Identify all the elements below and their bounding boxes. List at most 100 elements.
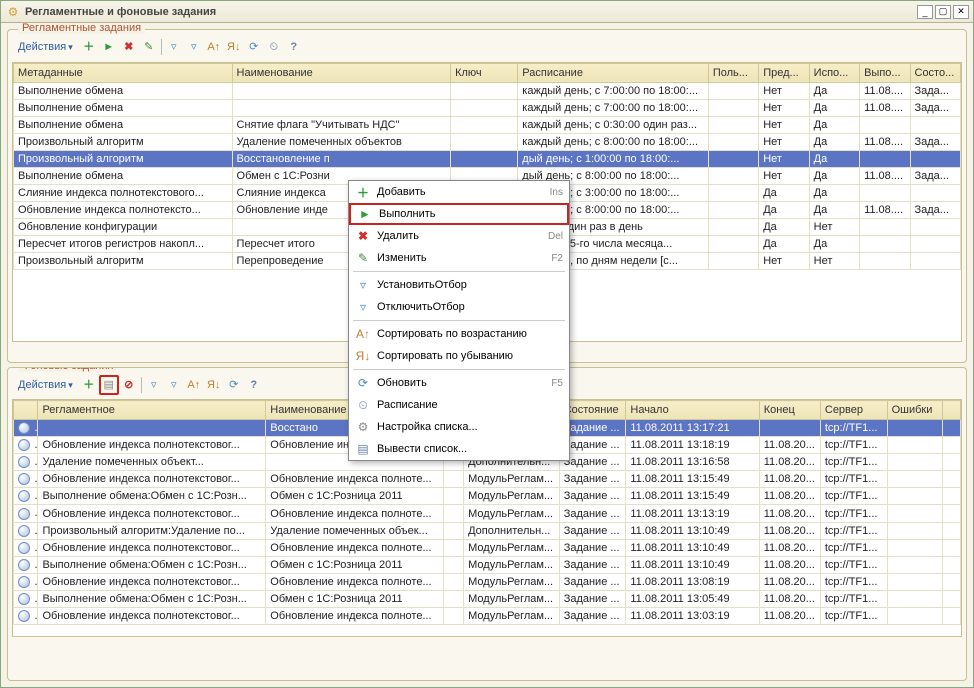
sort-desc-button-icon: Я↓ — [227, 41, 240, 53]
menu-icon: ⚙ — [353, 420, 373, 434]
menu-item[interactable]: ▿УстановитьОтбор — [349, 274, 569, 296]
window-icon: ⚙ — [5, 4, 21, 20]
add-button-icon: ＋ — [83, 376, 94, 392]
page-button[interactable]: ▤ — [99, 375, 119, 395]
table-row[interactable]: Выполнение обмена:Обмен с 1С:Розн...Обме… — [14, 556, 961, 573]
menu-item[interactable]: ✎ИзменитьF2 — [349, 247, 569, 269]
col-header[interactable]: Расписание — [518, 63, 709, 82]
menu-item[interactable]: ▿ОтключитьОтбор — [349, 296, 569, 318]
menu-icon: ► — [355, 207, 375, 221]
col-header[interactable]: Выпо... — [860, 63, 910, 82]
filter-off-button-icon: ▿ — [191, 40, 197, 53]
close-button[interactable]: ✕ — [953, 5, 969, 19]
col-header[interactable]: Наименование — [232, 63, 451, 82]
sort-asc-button[interactable]: A↑ — [184, 375, 204, 395]
refresh-button[interactable]: ⟳ — [224, 375, 244, 395]
table-row[interactable]: Выполнение обменакаждый день; с 7:00:00 … — [14, 82, 961, 99]
menu-item[interactable]: ＋ДобавитьIns — [349, 181, 569, 203]
menu-item[interactable]: A↑Сортировать по возрастанию — [349, 323, 569, 345]
table-row[interactable]: Обновление индекса полнотекстовог...Обно… — [14, 505, 961, 522]
sort-desc-button[interactable]: Я↓ — [224, 37, 244, 57]
menu-item[interactable]: ►Выполнить — [349, 203, 569, 225]
menu-icon: ⟳ — [353, 376, 373, 390]
col-header[interactable]: Испо... — [809, 63, 859, 82]
schedule-button-icon: ⏲ — [269, 41, 278, 54]
minimize-button[interactable]: _ — [917, 5, 933, 19]
table-row[interactable]: Обновление индекса полнотекстовог...Обно… — [14, 573, 961, 590]
menu-icon: ▿ — [353, 300, 373, 314]
col-header[interactable]: Метаданные — [14, 63, 233, 82]
edit-button[interactable]: ✎ — [139, 37, 159, 57]
delete-button[interactable]: ⊘ — [119, 375, 139, 395]
sort-desc-button[interactable]: Я↓ — [204, 375, 224, 395]
filter-off-button[interactable]: ▿ — [184, 37, 204, 57]
filter-set-button[interactable]: ▿ — [164, 37, 184, 57]
globe-icon — [18, 422, 30, 434]
refresh-button[interactable]: ⟳ — [244, 37, 264, 57]
help-button[interactable]: ? — [284, 37, 304, 57]
table-row[interactable]: Произвольный алгоритмВосстановление пдый… — [14, 150, 961, 167]
table-row[interactable]: Обновление индекса полнотекстовог...Обно… — [14, 608, 961, 625]
run-button[interactable]: ► — [99, 37, 119, 57]
col-header[interactable]: Пред... — [759, 63, 809, 82]
sort-asc-button[interactable]: A↑ — [204, 37, 224, 57]
globe-icon — [18, 525, 30, 537]
sort-asc-button-icon: A↑ — [207, 41, 220, 53]
add-button[interactable]: ＋ — [79, 374, 99, 394]
menu-item[interactable]: ⏲Расписание — [349, 394, 569, 416]
table-row[interactable]: Выполнение обмена:Обмен с 1С:Розн...Обме… — [14, 590, 961, 607]
group-legend-bot: Фоновые задания — [18, 367, 117, 372]
col-header[interactable]: Ошибки — [887, 401, 943, 420]
refresh-button-icon: ⟳ — [229, 378, 238, 391]
table-row[interactable]: Выполнение обменакаждый день; с 7:00:00 … — [14, 99, 961, 116]
run-button-icon: ► — [103, 41, 114, 53]
menu-icon: ＋ — [353, 184, 373, 201]
menu-label: Удалить — [373, 230, 548, 242]
filter-off-button[interactable]: ▿ — [164, 375, 184, 395]
col-header[interactable]: Состо... — [910, 63, 961, 82]
menu-item[interactable]: Я↓Сортировать по убыванию — [349, 345, 569, 367]
actions-menu-top[interactable]: Действия — [14, 41, 77, 53]
menu-label: Выполнить — [375, 208, 561, 220]
globe-icon — [18, 542, 30, 554]
menu-item[interactable]: ⚙Настройка списка... — [349, 416, 569, 438]
menu-item[interactable]: ▤Вывести список... — [349, 438, 569, 460]
table-row[interactable]: Выполнение обменаСнятие флага "Учитывать… — [14, 116, 961, 133]
filter-set-button-icon: ▿ — [151, 378, 157, 391]
col-header[interactable]: Сервер — [820, 401, 887, 420]
col-header[interactable]: Ключ — [451, 63, 518, 82]
table-row[interactable]: Обновление индекса полнотекстовог...Обно… — [14, 471, 961, 488]
context-menu[interactable]: ＋ДобавитьIns►Выполнить✖УдалитьDel✎Измени… — [348, 180, 570, 461]
group-legend-top: Регламентные задания — [18, 23, 145, 34]
maximize-button[interactable]: ▢ — [935, 5, 951, 19]
filter-off-button-icon: ▿ — [171, 378, 177, 391]
col-header[interactable]: Начало — [626, 401, 759, 420]
table-row[interactable]: Обновление индекса полнотекстовог...Обно… — [14, 539, 961, 556]
col-header[interactable] — [943, 401, 961, 420]
col-header[interactable]: Регламентное — [38, 401, 266, 420]
menu-label: Вывести список... — [373, 443, 563, 455]
menu-item[interactable]: ⟳ОбновитьF5 — [349, 372, 569, 394]
table-row[interactable]: Произвольный алгоритм:Удаление по...Удал… — [14, 522, 961, 539]
help-button-icon: ? — [250, 379, 257, 391]
menu-label: Добавить — [373, 186, 550, 198]
delete-button[interactable]: ✖ — [119, 37, 139, 57]
col-header[interactable]: Конец — [759, 401, 820, 420]
globe-icon — [18, 456, 30, 468]
col-header[interactable]: Поль... — [708, 63, 758, 82]
refresh-button-icon: ⟳ — [249, 40, 258, 53]
add-button[interactable]: ＋ — [79, 36, 99, 56]
globe-icon — [18, 473, 30, 485]
globe-icon — [18, 490, 30, 502]
menu-label: УстановитьОтбор — [373, 279, 563, 291]
menu-icon: ▿ — [353, 278, 373, 292]
menu-item[interactable]: ✖УдалитьDel — [349, 225, 569, 247]
table-row[interactable]: Выполнение обмена:Обмен с 1С:Розн...Обме… — [14, 488, 961, 505]
filter-set-button[interactable]: ▿ — [144, 375, 164, 395]
table-row[interactable]: Произвольный алгоритмУдаление помеченных… — [14, 133, 961, 150]
col-header[interactable] — [14, 401, 38, 420]
schedule-button[interactable]: ⏲ — [264, 38, 284, 58]
actions-menu-bot[interactable]: Действия — [14, 379, 77, 391]
help-button[interactable]: ? — [244, 375, 264, 395]
menu-icon: A↑ — [353, 327, 373, 341]
